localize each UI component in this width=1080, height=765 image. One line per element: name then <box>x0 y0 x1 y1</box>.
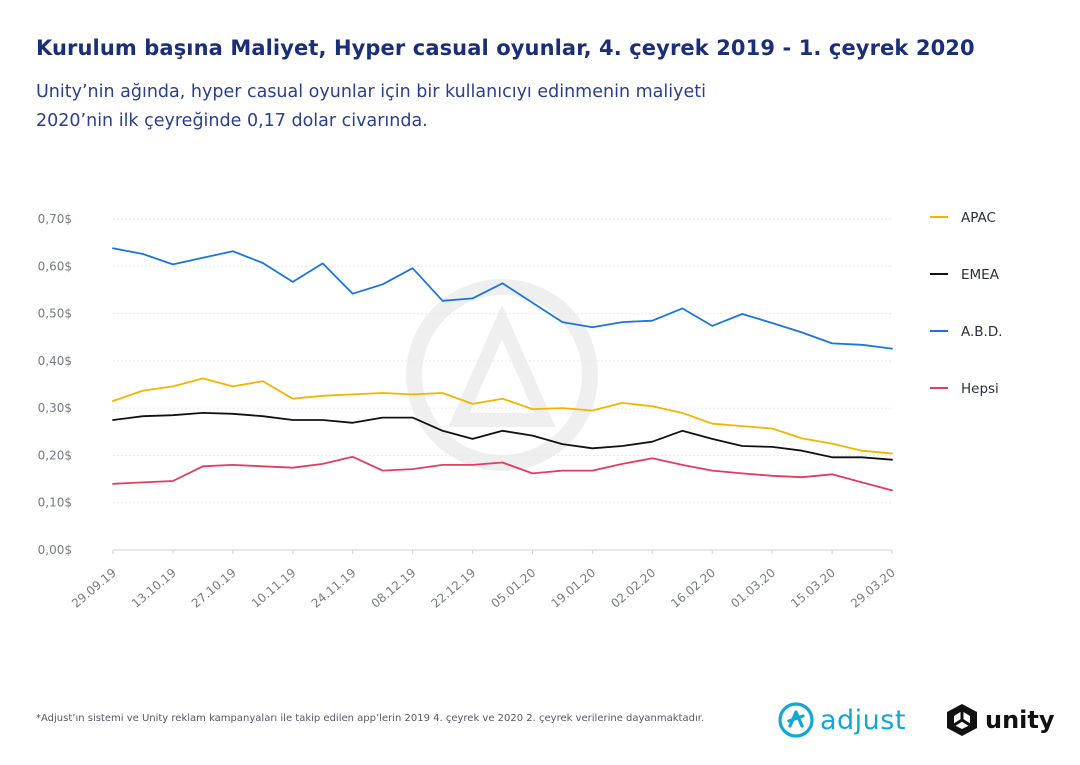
y-tick-label: 0,40$ <box>38 354 72 368</box>
x-tick-label: 08.12.19 <box>369 566 419 611</box>
x-tick-label: 19.01.20 <box>548 566 598 611</box>
x-tick-label: 02.02.20 <box>608 566 658 611</box>
x-tick-label: 05.01.20 <box>488 566 538 611</box>
page-title: Kurulum başına Maliyet, Hyper casual oyu… <box>36 36 975 60</box>
legend-label: A.B.D. <box>961 324 1003 340</box>
y-tick-label: 0,10$ <box>38 496 72 510</box>
unity-logo-icon <box>947 704 977 736</box>
subtitle-line-2: 2020’nin ilk çeyreğinde 0,17 dolar civar… <box>36 111 428 131</box>
adjust-logo-icon <box>778 702 814 738</box>
y-tick-label: 0,50$ <box>38 307 72 321</box>
x-tick-label: 01.03.20 <box>728 566 778 611</box>
x-tick-label: 13.10.19 <box>129 566 179 611</box>
y-tick-label: 0,60$ <box>38 259 72 273</box>
grid-lines <box>113 218 892 551</box>
series-line-a-b-d <box>112 247 893 350</box>
y-tick-label: 0,00$ <box>38 543 72 557</box>
unity-logo: unity <box>943 700 1055 740</box>
y-tick-label: 0,70$ <box>38 212 72 226</box>
x-tick-label: 24.11.19 <box>309 566 359 611</box>
y-tick-label: 0,30$ <box>38 401 72 415</box>
x-tick-label: 15.03.20 <box>788 566 838 611</box>
page-subtitle: Unity’nin ağında, hyper casual oyunlar i… <box>36 78 936 136</box>
series-line-hepsi <box>112 455 893 492</box>
x-tick-label: 29.03.20 <box>848 566 898 611</box>
legend: APAC EMEA A.B.D. Hepsi <box>930 210 1003 397</box>
legend-label: Hepsi <box>961 381 999 397</box>
series-line-apac <box>112 377 893 455</box>
x-tick-label: 29.09.19 <box>69 566 119 611</box>
x-tick-label: 10.11.19 <box>249 566 299 611</box>
x-axis: 29.09.19 13.10.19 27.10.19 10.11.19 24.11.19… <box>69 550 898 611</box>
legend-label: APAC <box>961 210 996 226</box>
x-tick-label: 22.12.19 <box>429 566 479 611</box>
adjust-logo-text: adjust <box>820 704 906 736</box>
x-tick-label: 16.02.20 <box>668 566 718 611</box>
y-axis: 0,00$ 0,10$ 0,20$ 0,30$ 0,40$ 0,50$ 0,60$ 0,70$ <box>38 212 72 557</box>
adjust-logo: adjust <box>778 700 906 740</box>
legend-label: EMEA <box>961 267 1000 283</box>
subtitle-line-1: Unity’nin ağında, hyper casual oyunlar i… <box>36 82 706 102</box>
series-line-emea <box>112 411 893 461</box>
x-tick-label: 27.10.19 <box>189 566 239 611</box>
unity-logo-text: unity <box>985 706 1055 734</box>
footnote: *Adjust’ın sistemi ve Unity reklam kampa… <box>36 713 705 724</box>
y-tick-label: 0,20$ <box>38 448 72 462</box>
series-layer <box>112 247 893 492</box>
